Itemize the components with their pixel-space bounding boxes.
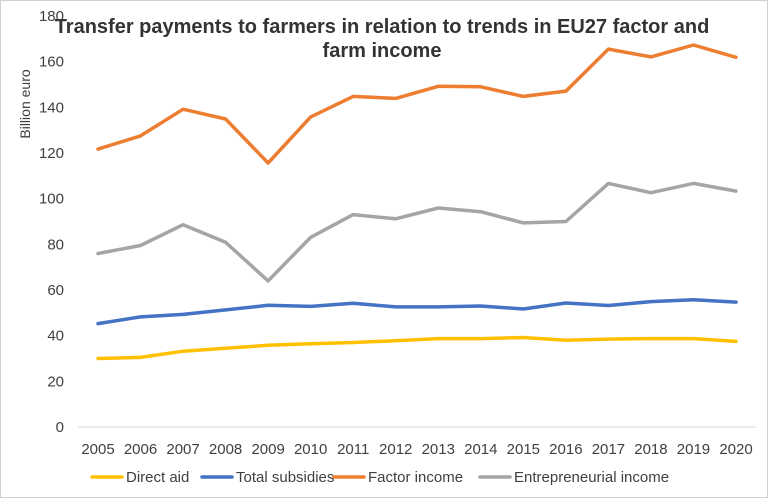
x-tick-label: 2007 bbox=[166, 441, 199, 458]
x-tick-label: 2008 bbox=[209, 441, 242, 458]
series-lines bbox=[96, 43, 738, 361]
x-tick-label: 2006 bbox=[124, 441, 157, 458]
y-axis-ticks: 0 20 40 60 80 100 120 140 160 180 bbox=[39, 8, 64, 436]
x-axis-ticks: 2005 2006 2007 2008 2009 2010 2011 2012 2013 2014… bbox=[81, 441, 752, 458]
y-tick-label: 20 bbox=[47, 373, 64, 390]
x-tick-label: 2011 bbox=[337, 441, 369, 458]
y-tick-label: 180 bbox=[39, 8, 64, 25]
x-tick-label: 2015 bbox=[507, 441, 540, 458]
y-tick-label: 100 bbox=[39, 191, 64, 208]
x-tick-label: 2012 bbox=[379, 441, 412, 458]
x-tick-label: 2020 bbox=[719, 441, 752, 458]
x-tick-label: 2005 bbox=[81, 441, 114, 458]
x-tick-label: 2019 bbox=[677, 441, 710, 458]
x-tick-label: 2010 bbox=[294, 441, 327, 458]
legend: Direct aid Total subsidies Factor income En… bbox=[90, 469, 669, 486]
series-line-direct-aid bbox=[96, 335, 738, 361]
series-line-total-subsidies bbox=[96, 298, 738, 326]
y-axis-label: Billion euro bbox=[17, 69, 33, 138]
y-tick-label: 120 bbox=[39, 145, 64, 162]
legend-label-entrepreneurial-income: Entrepreneurial income bbox=[514, 469, 669, 486]
y-tick-label: 160 bbox=[39, 54, 64, 71]
legend-label-direct-aid: Direct aid bbox=[126, 469, 189, 486]
x-tick-label: 2009 bbox=[251, 441, 284, 458]
chart-title-line-1: Transfer payments to farmers in relation… bbox=[55, 16, 710, 38]
x-tick-label: 2018 bbox=[634, 441, 667, 458]
y-tick-label: 0 bbox=[56, 419, 64, 436]
chart-title-line-2: farm income bbox=[323, 40, 442, 62]
x-tick-label: 2017 bbox=[592, 441, 625, 458]
legend-label-total-subsidies: Total subsidies bbox=[236, 469, 334, 486]
x-tick-label: 2013 bbox=[422, 441, 455, 458]
series-line-factor-income bbox=[96, 43, 738, 165]
legend-label-factor-income: Factor income bbox=[368, 469, 463, 486]
x-tick-label: 2014 bbox=[464, 441, 497, 458]
y-tick-label: 60 bbox=[47, 282, 64, 299]
chart-title: Transfer payments to farmers in relation… bbox=[55, 16, 710, 62]
series-line-entrepreneurial-income bbox=[96, 181, 738, 283]
y-tick-label: 40 bbox=[47, 328, 64, 345]
y-tick-label: 80 bbox=[47, 236, 64, 253]
y-tick-label: 140 bbox=[39, 99, 64, 116]
x-tick-label: 2016 bbox=[549, 441, 582, 458]
